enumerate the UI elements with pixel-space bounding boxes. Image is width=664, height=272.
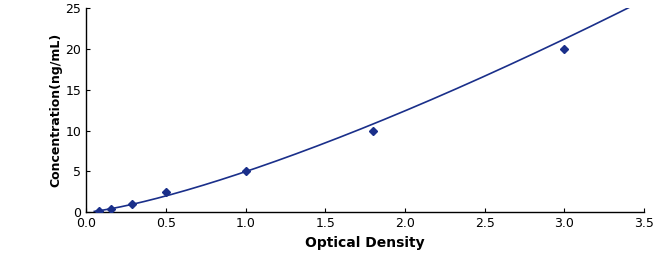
Y-axis label: Concentration(ng/mL): Concentration(ng/mL): [50, 33, 63, 187]
X-axis label: Optical Density: Optical Density: [305, 236, 425, 250]
